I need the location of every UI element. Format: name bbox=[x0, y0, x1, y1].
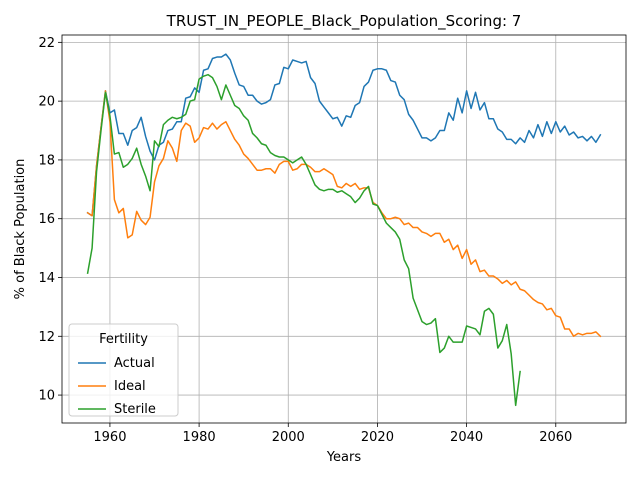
legend-box bbox=[68, 323, 179, 417]
axis-ticks: 1960 1980 2000 2020 2040 2060 10 12 14 16 18 20 22 bbox=[38, 36, 572, 445]
legend: Fertility Actual Ideal Sterile bbox=[68, 323, 179, 417]
series-lines bbox=[86, 53, 602, 407]
x-tick-label: 2020 bbox=[361, 430, 394, 445]
y-tick-label: 22 bbox=[38, 36, 55, 51]
legend-title: Fertility bbox=[99, 332, 148, 347]
x-tick-label: 2060 bbox=[539, 430, 572, 445]
x-tick-label: 2040 bbox=[450, 430, 483, 445]
y-axis-label: % of Black Population bbox=[13, 159, 28, 300]
y-tick-label: 14 bbox=[38, 271, 55, 286]
chart-title: TRUST_IN_PEOPLE_Black_Population_Scoring… bbox=[166, 12, 522, 31]
y-tick-label: 20 bbox=[38, 95, 55, 110]
plot-frame bbox=[61, 34, 627, 424]
x-tick-label: 1960 bbox=[93, 430, 126, 445]
x-axis-label: Years bbox=[326, 450, 362, 465]
y-tick-label: 12 bbox=[38, 330, 55, 345]
legend-label-ideal: Ideal bbox=[114, 379, 146, 394]
series-line-actual bbox=[86, 53, 602, 217]
legend-label-actual: Actual bbox=[114, 356, 155, 371]
legend-label-sterile: Sterile bbox=[114, 402, 156, 417]
y-tick-label: 18 bbox=[38, 153, 55, 168]
x-tick-label: 2000 bbox=[272, 430, 305, 445]
x-tick-label: 1980 bbox=[183, 430, 216, 445]
series-line-sterile bbox=[86, 73, 521, 407]
y-tick-label: 16 bbox=[38, 212, 55, 227]
series-line-ideal bbox=[86, 90, 602, 338]
y-tick-label: 10 bbox=[38, 389, 55, 404]
